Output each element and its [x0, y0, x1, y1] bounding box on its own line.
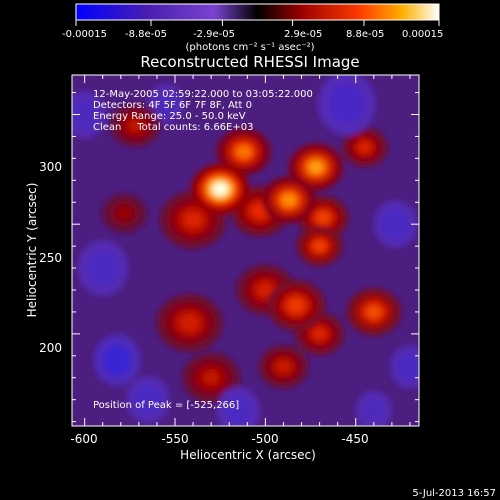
negative-source — [225, 396, 252, 425]
emission-source — [203, 370, 220, 385]
negative-source — [87, 251, 118, 285]
colorbar: -0.00015 -8.8e-05 -2.9e-05 2.9e-05 8.8e-… — [62, 3, 443, 53]
colorbar-tick-label: 8.8e-05 — [346, 29, 384, 40]
colorbar-unit-label: (photons cm⁻² s⁻¹ asec⁻²) — [185, 42, 314, 53]
negative-source — [72, 100, 98, 129]
negative-source — [362, 398, 385, 423]
colorbar-ticks — [75, 20, 440, 26]
x-tick-label: -450 — [341, 432, 368, 446]
x-axis-label: Heliocentric X (arcsec) — [180, 448, 316, 462]
negative-source — [398, 353, 419, 380]
annotation-detectors: Detectors: 4F 5F 6F 7F 8F, Att 0 — [93, 100, 252, 111]
footer-timestamp: 5-Jul-2013 16:57 — [412, 488, 496, 499]
emission-map — [72, 75, 419, 426]
negative-source — [134, 385, 161, 414]
emission-source — [366, 305, 382, 319]
x-tick-label: -550 — [161, 432, 188, 446]
x-tick-label: -600 — [70, 432, 97, 446]
emission-source — [257, 282, 274, 298]
x-tick-label: -500 — [251, 432, 278, 446]
emission-source — [308, 160, 324, 174]
colorbar-tick-label: -0.00015 — [62, 29, 107, 40]
y-axis-label: Heliocentric Y (arcsec) — [25, 183, 39, 318]
chart-title: Reconstructed RHESSI Image — [140, 53, 359, 71]
negative-source — [103, 344, 132, 376]
colorbar-tick-label: 0.00015 — [402, 29, 443, 40]
emission-source — [312, 327, 327, 340]
colorbar-tick-label: -8.8e-05 — [125, 29, 167, 40]
emission-source — [212, 181, 229, 197]
negative-source — [329, 84, 365, 123]
emission-source — [287, 298, 305, 313]
y-tick-label: 300 — [39, 160, 62, 174]
emission-source — [183, 211, 203, 228]
emission-source — [281, 193, 297, 207]
colorbar-tick-label: -2.9e-05 — [193, 29, 235, 40]
negative-source — [155, 91, 177, 116]
axis-ticks — [72, 75, 419, 426]
emission-source — [236, 145, 252, 159]
annotation-energy-range: Energy Range: 25.0 - 50.0 keV — [93, 111, 246, 122]
image-area — [72, 75, 419, 426]
plot-frame — [71, 74, 420, 427]
annotation-time-range: 12-May-2005 02:59:22.000 to 03:05:22.000 — [93, 89, 313, 100]
y-tick-label: 200 — [39, 341, 62, 355]
emission-source — [313, 240, 327, 252]
negative-source — [382, 209, 409, 239]
peak-position-label: Position of Peak = [-525,266] — [93, 400, 239, 411]
emission-source — [180, 314, 199, 331]
emission-source — [358, 141, 372, 153]
emission-source — [128, 119, 143, 132]
colorbar-tick-label: 2.9e-05 — [284, 29, 322, 40]
colorbar-gradient — [75, 3, 440, 21]
y-tick-label: 250 — [39, 251, 62, 265]
emission-source — [276, 360, 291, 373]
emission-source — [316, 211, 331, 224]
annotation-clean-counts: Clean Total counts: 6.66E+03 — [93, 122, 253, 133]
emission-source — [118, 207, 131, 219]
